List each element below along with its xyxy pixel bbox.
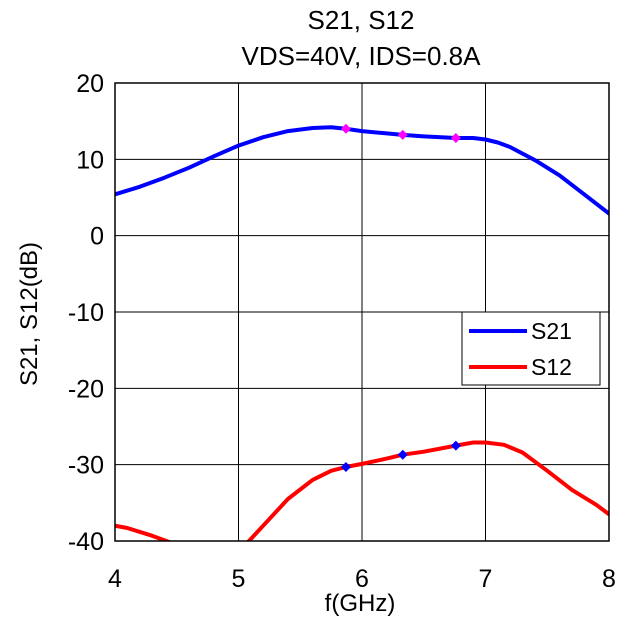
chart-title-line-2: VDS=40V, IDS=0.8A [242,41,482,71]
marker-s21 [450,132,461,143]
y-tick-label: -10 [68,299,104,327]
x-tick-label: 5 [232,565,246,593]
x-tick-labels: 4 5 6 7 8 [108,565,616,593]
legend: S21 S12 [461,311,601,386]
marker-s21 [397,129,408,140]
chart-title-line-1: S21, S12 [308,5,415,35]
marker-s12 [340,461,351,472]
x-tick-label: 8 [602,565,616,593]
x-tick-label: 6 [355,565,369,593]
marker-s12 [397,449,408,460]
y-tick-label: 0 [90,223,104,251]
x-tick-label: 7 [479,565,493,593]
x-tick-label: 4 [108,565,122,593]
legend-label-s21: S21 [531,318,572,344]
y-tick-label: 10 [76,146,104,174]
x-axis-label: f(GHz) [325,590,396,617]
y-tick-label: -40 [68,528,104,556]
legend-box [461,311,601,386]
plot-frame [114,82,610,542]
y-tick-label: 20 [76,70,104,98]
y-tick-label: -30 [68,452,104,480]
marker-layer [340,123,461,472]
y-tick-label: -20 [68,375,104,403]
marker-s21 [340,123,351,134]
series-line-s12 [115,440,609,541]
marker-s12 [450,440,461,451]
legend-label-s12: S12 [531,354,572,380]
y-tick-labels: 20 10 0 -10 -20 -30 -40 [68,70,104,556]
series-line-s21 [115,125,609,216]
y-axis-label: S21, S12(dB) [16,242,43,386]
series-layer [115,125,609,541]
